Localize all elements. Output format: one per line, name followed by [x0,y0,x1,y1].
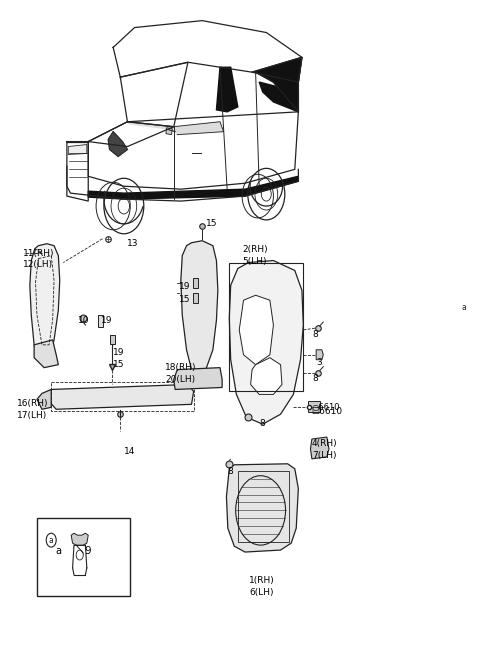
Text: 14: 14 [124,447,135,456]
Text: 19: 19 [113,348,125,357]
Polygon shape [88,176,299,199]
Bar [193,279,198,288]
Polygon shape [311,437,329,459]
Bar [110,335,115,344]
Bar [97,315,103,327]
Polygon shape [227,464,299,552]
Bar [229,262,303,391]
Text: 10: 10 [78,316,89,325]
Bar [193,294,198,303]
Text: a: a [462,303,467,312]
Bar [51,381,193,411]
Text: 3: 3 [316,357,322,367]
Polygon shape [127,122,174,130]
Text: 20(LH): 20(LH) [165,374,195,383]
Text: ○6610: ○6610 [311,403,340,412]
Text: 7(LH): 7(LH) [312,451,336,460]
Text: 8: 8 [312,330,318,339]
Polygon shape [108,132,127,156]
Polygon shape [252,57,302,112]
Polygon shape [166,128,172,135]
Text: 6(LH): 6(LH) [249,588,274,597]
Polygon shape [174,368,222,389]
Text: 1(RH): 1(RH) [249,576,275,585]
Text: 5(LH): 5(LH) [242,256,266,266]
Text: a: a [56,546,61,556]
Polygon shape [68,145,87,154]
Polygon shape [216,67,238,112]
Text: 15: 15 [206,219,217,228]
Polygon shape [49,385,193,409]
Polygon shape [37,389,51,409]
Polygon shape [174,122,224,135]
Text: 13: 13 [127,239,139,248]
Text: 15: 15 [113,360,125,368]
Polygon shape [259,82,299,112]
Text: 9: 9 [84,546,91,556]
Text: 11(RH): 11(RH) [23,249,54,258]
Text: a: a [49,536,54,545]
Text: 12(LH): 12(LH) [23,260,53,269]
Polygon shape [34,340,59,368]
Text: 18(RH): 18(RH) [165,363,197,372]
Text: 17(LH): 17(LH) [17,411,47,421]
Bar [308,402,321,412]
Polygon shape [239,296,274,365]
Polygon shape [229,260,303,424]
Text: 16(RH): 16(RH) [17,399,48,408]
Polygon shape [181,241,218,374]
Text: 8: 8 [228,467,234,476]
Polygon shape [316,350,324,360]
Text: 19: 19 [101,316,113,325]
Polygon shape [251,357,282,395]
Bar [238,471,289,542]
Polygon shape [30,243,60,365]
Text: ☐6610: ☐6610 [311,408,342,416]
Text: 15: 15 [180,296,191,304]
Polygon shape [71,533,88,545]
Text: 19: 19 [180,283,191,292]
Text: 8: 8 [312,374,318,383]
Bar [37,518,130,596]
Text: 8: 8 [259,419,265,428]
Text: 4(RH): 4(RH) [312,439,337,448]
Text: 2(RH): 2(RH) [242,245,268,254]
